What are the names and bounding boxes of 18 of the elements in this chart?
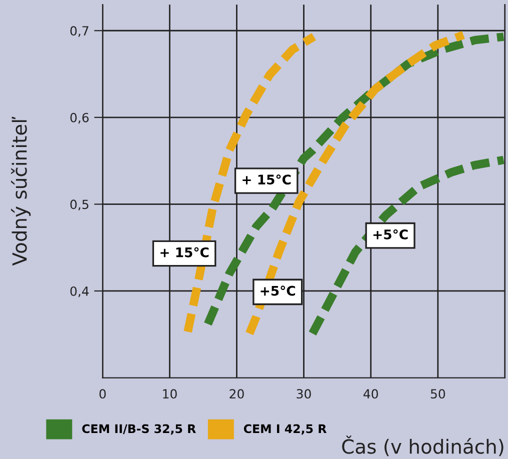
y-axis-title: Vodný súčiniteľ <box>11 116 31 266</box>
y-tick-label: 0,5 <box>70 200 88 210</box>
annotation: + 15°C <box>242 174 291 185</box>
x-tick-label: 20 <box>230 389 244 399</box>
x-tick-label: 10 <box>163 389 177 399</box>
x-tick-label: 30 <box>296 389 311 399</box>
x-tick-label: 40 <box>364 389 378 399</box>
x-tick-label: 50 <box>430 389 446 399</box>
y-tick-label: 0,4 <box>70 286 89 298</box>
y-tick-label: 0,7 <box>70 26 88 37</box>
legend-label: CEM I 42,5 R <box>244 424 327 435</box>
annotation: + 15°C <box>160 247 209 258</box>
x-tick-label: 0 <box>99 389 106 399</box>
x-axis-title: Čas (v hodinách) <box>342 436 504 456</box>
annotation: +5°C <box>260 286 296 296</box>
annotation: +5°C <box>373 229 408 240</box>
legend-label: CEM II/B-S 32,5 R <box>82 424 196 435</box>
y-tick-label: 0,6 <box>70 112 89 124</box>
